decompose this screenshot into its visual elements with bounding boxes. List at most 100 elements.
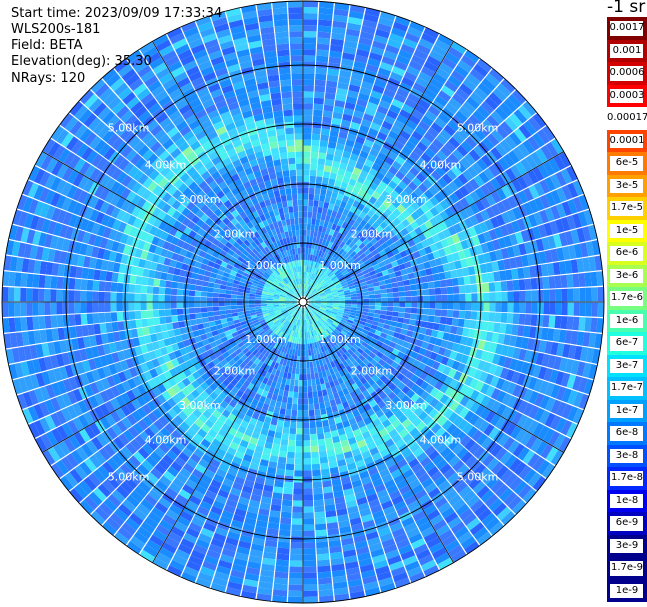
range-gate bbox=[307, 313, 311, 319]
range-gate bbox=[312, 475, 322, 483]
range-gate bbox=[249, 417, 258, 426]
range-gate bbox=[289, 385, 294, 392]
range-gate bbox=[208, 543, 223, 554]
range-gate bbox=[295, 446, 303, 453]
range-gate bbox=[368, 341, 376, 348]
range-gate bbox=[507, 495, 522, 511]
range-gate bbox=[303, 578, 318, 585]
range-gate bbox=[159, 279, 167, 288]
range-gate bbox=[361, 341, 369, 348]
range-gate bbox=[347, 348, 354, 356]
range-gate bbox=[387, 391, 397, 401]
range-gate bbox=[298, 313, 301, 320]
range-gate bbox=[251, 412, 260, 420]
range-gate bbox=[406, 389, 416, 399]
range-gate bbox=[274, 116, 284, 124]
range-gate bbox=[399, 484, 411, 495]
range-gate bbox=[287, 445, 296, 453]
range-gate bbox=[336, 422, 344, 430]
range-gate bbox=[300, 253, 303, 260]
range-gate bbox=[542, 463, 556, 479]
range-gate bbox=[423, 565, 440, 577]
range-gate bbox=[334, 496, 346, 505]
range-gate bbox=[293, 343, 297, 350]
range-gate bbox=[303, 554, 316, 561]
range-gate bbox=[236, 298, 243, 302]
range-gate bbox=[274, 19, 288, 27]
range-gate bbox=[363, 456, 374, 465]
range-gate bbox=[212, 297, 219, 302]
range-gate bbox=[307, 305, 314, 310]
range-gate bbox=[495, 483, 509, 498]
range-gate bbox=[597, 302, 604, 318]
range-gate bbox=[287, 397, 293, 404]
range-gate bbox=[152, 286, 160, 295]
range-gate bbox=[385, 511, 398, 521]
range-gate bbox=[368, 305, 376, 310]
range-gate bbox=[426, 322, 434, 330]
range-gate bbox=[303, 524, 315, 531]
range-gate bbox=[317, 571, 332, 579]
range-gate bbox=[166, 273, 174, 281]
range-gate bbox=[300, 338, 303, 345]
range-gate bbox=[279, 152, 288, 160]
range-gate bbox=[314, 305, 321, 309]
range-gate bbox=[329, 424, 337, 432]
range-gate bbox=[299, 331, 302, 339]
range-gate bbox=[409, 337, 418, 345]
range-gate bbox=[402, 341, 410, 349]
range-gate bbox=[134, 293, 141, 302]
range-gate bbox=[511, 324, 519, 336]
range-gate bbox=[213, 473, 225, 484]
range-gate bbox=[363, 325, 371, 332]
range-gate bbox=[469, 378, 479, 390]
range-gate bbox=[482, 311, 490, 322]
range-gate bbox=[345, 561, 359, 570]
range-gate bbox=[567, 302, 574, 316]
range-gate bbox=[295, 151, 303, 158]
range-gate bbox=[474, 404, 486, 417]
range-gate bbox=[268, 516, 280, 524]
range-gate bbox=[303, 25, 317, 32]
range-gate bbox=[323, 363, 329, 371]
range-gate bbox=[276, 43, 290, 51]
range-gate bbox=[348, 468, 359, 477]
range-gate bbox=[394, 409, 404, 419]
range-gate bbox=[460, 536, 476, 550]
range-gate bbox=[468, 442, 481, 455]
range-gate bbox=[188, 296, 195, 302]
range-gate bbox=[110, 292, 117, 302]
range-gate bbox=[525, 434, 538, 450]
range-gate bbox=[250, 543, 264, 552]
range-gate bbox=[306, 319, 310, 326]
range-gate bbox=[517, 325, 525, 337]
range-gate bbox=[323, 171, 331, 179]
range-gate bbox=[195, 312, 202, 319]
range-gate bbox=[303, 440, 311, 447]
range-gate bbox=[303, 19, 318, 26]
range-gate bbox=[378, 358, 386, 367]
range-gate bbox=[324, 322, 330, 328]
range-gate bbox=[280, 365, 286, 372]
range-gate bbox=[165, 316, 173, 324]
range-gate bbox=[372, 510, 385, 520]
range-gate bbox=[507, 440, 520, 454]
range-gate bbox=[200, 302, 207, 308]
range-gate bbox=[326, 307, 333, 310]
range-gate bbox=[582, 332, 591, 347]
range-gate bbox=[236, 502, 248, 512]
range-gate bbox=[366, 319, 373, 325]
range-gate bbox=[255, 520, 268, 528]
range-gate bbox=[281, 432, 289, 440]
range-gate bbox=[324, 337, 330, 344]
range-gate bbox=[367, 536, 381, 547]
range-gate bbox=[310, 324, 314, 331]
range-gate bbox=[414, 467, 427, 479]
range-gate bbox=[44, 289, 51, 302]
range-gate bbox=[552, 329, 561, 342]
range-gate bbox=[426, 536, 441, 549]
range-gate bbox=[295, 145, 303, 152]
range-gate bbox=[396, 458, 408, 469]
range-gate bbox=[304, 331, 307, 339]
ray bbox=[307, 305, 537, 503]
